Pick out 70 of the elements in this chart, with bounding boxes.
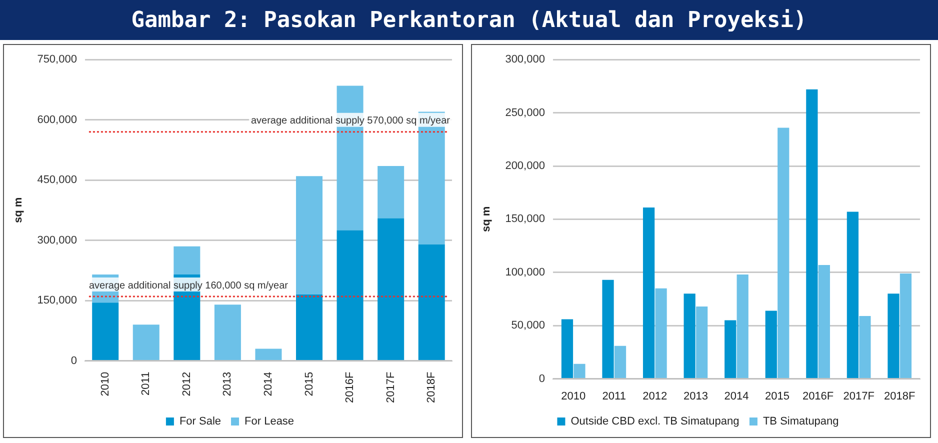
x-tick-label: 2017F — [384, 372, 397, 404]
y-tick-label: 250,000 — [505, 106, 545, 119]
bar — [736, 274, 748, 378]
bar — [92, 302, 119, 360]
bar — [765, 310, 777, 378]
legend-label: Outside CBD excl. TB Simatupang — [570, 416, 740, 428]
y-tick-label: 50,000 — [511, 320, 545, 332]
bar — [818, 264, 830, 378]
x-tick-label: 2016F — [802, 390, 834, 402]
x-tick-label: 2017F — [843, 390, 875, 402]
bar — [336, 86, 364, 230]
bar — [846, 212, 859, 378]
x-tick-label: 2012 — [180, 372, 193, 396]
legend-label: For Lease — [244, 416, 294, 428]
y-tick-label: 0 — [70, 354, 77, 367]
ref-line-label: average additional supply 160,000 sq m/year — [88, 280, 289, 292]
bar — [378, 218, 404, 360]
bar — [724, 320, 736, 378]
y-tick-label: 600,000 — [37, 114, 77, 126]
bar — [642, 207, 655, 378]
x-tick-label: 2018F — [426, 372, 438, 404]
y-tick-label: 200,000 — [505, 160, 545, 172]
bar — [684, 294, 696, 378]
bar — [696, 306, 708, 378]
bar — [602, 280, 614, 378]
bar — [214, 304, 241, 360]
bar — [655, 288, 667, 378]
bar — [296, 176, 323, 295]
bar — [378, 166, 404, 218]
x-tick-label: 2014 — [262, 372, 275, 396]
y-tick-label: 750,000 — [37, 54, 77, 66]
bar — [255, 348, 282, 360]
y-tick-label: 450,000 — [37, 174, 77, 186]
bar — [859, 316, 871, 378]
x-tick-label: 2015 — [765, 390, 790, 402]
x-tick-label: 2011 — [140, 372, 152, 396]
bar — [132, 324, 160, 360]
x-tick-label: 2015 — [303, 372, 316, 396]
y-tick-label: 300,000 — [505, 54, 545, 66]
bar — [336, 230, 364, 360]
legend-label: TB Simatupang — [762, 416, 839, 428]
y-axis-title: sq m — [12, 197, 25, 224]
y-tick-label: 300,000 — [37, 234, 77, 246]
x-tick-label: 2013 — [683, 390, 708, 402]
x-tick-label: 2012 — [642, 390, 668, 402]
bar — [614, 346, 626, 378]
bar — [574, 364, 586, 378]
legend-label: For Sale — [179, 416, 222, 428]
y-tick-label: 100,000 — [505, 266, 545, 278]
bar — [806, 89, 818, 378]
bar — [296, 294, 323, 360]
x-tick-label: 2016F — [344, 372, 356, 404]
x-tick-label: 2010 — [561, 390, 586, 402]
bar — [174, 246, 200, 274]
x-tick-label: 2011 — [602, 390, 626, 402]
bar — [900, 273, 912, 378]
chart-title: Gambar 2: Pasokan Perkantoran (Aktual dan Proyeksi) — [131, 8, 807, 32]
y-tick-label: 150,000 — [505, 213, 545, 226]
y-axis-title: sq m — [480, 206, 493, 232]
bar — [778, 128, 790, 378]
x-tick-label: 2014 — [724, 390, 749, 402]
x-tick-label: 2010 — [99, 372, 112, 396]
x-tick-label: 2018F — [884, 390, 916, 402]
y-tick-label: 0 — [538, 372, 545, 385]
bar — [888, 294, 900, 378]
y-tick-label: 150,000 — [37, 294, 77, 307]
x-tick-label: 2013 — [222, 372, 234, 396]
bar — [561, 319, 574, 378]
ref-line-label: average additional supply 570,000 sq m/year — [250, 116, 451, 127]
bar — [418, 244, 445, 360]
